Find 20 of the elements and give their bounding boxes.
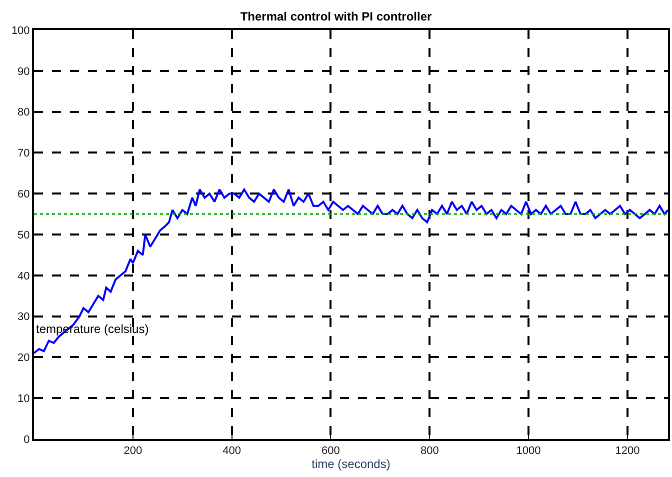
x-tick-label: 800 xyxy=(420,445,439,458)
chart-title: Thermal control with PI controller xyxy=(240,9,432,24)
x-tick-label: 600 xyxy=(322,445,340,458)
y-tick-label: 10 xyxy=(18,392,30,405)
x-tick-label: 1200 xyxy=(615,445,640,458)
x-axis-title: time (seconds) xyxy=(312,457,390,472)
y-tick-label: 100 xyxy=(11,24,30,37)
y-tick-label: 60 xyxy=(18,188,30,200)
y-tick-label: 20 xyxy=(18,352,30,364)
y-tick-label: 90 xyxy=(18,66,30,78)
x-tick-label: 1000 xyxy=(516,445,541,458)
y-tick-label: 50 xyxy=(18,229,30,242)
x-tick-label: 200 xyxy=(124,445,142,458)
y-tick-label: 70 xyxy=(18,148,30,160)
y-tick-label: 40 xyxy=(18,270,30,282)
x-tick-label: 400 xyxy=(222,445,241,458)
y-tick-label: 30 xyxy=(18,311,30,324)
y-tick-label: 80 xyxy=(18,106,30,119)
y-tick-label: 0 xyxy=(24,434,30,446)
line-series xyxy=(34,188,668,354)
